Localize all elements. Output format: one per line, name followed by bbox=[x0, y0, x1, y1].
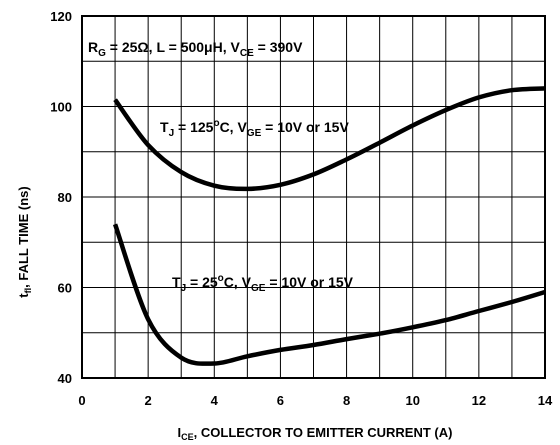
y-tick-label: 100 bbox=[50, 100, 72, 115]
y-tick-label: 40 bbox=[58, 371, 72, 386]
series-label-25c: TJ = 25oC, VGE = 10V or 15V bbox=[172, 273, 354, 294]
x-tick-label: 14 bbox=[538, 393, 553, 408]
x-tick-label: 8 bbox=[343, 393, 350, 408]
y-tick-labels: 40 60 80 100 120 bbox=[50, 9, 72, 386]
x-tick-label: 2 bbox=[145, 393, 152, 408]
x-tick-label: 0 bbox=[78, 393, 85, 408]
x-tick-labels: 0 2 4 6 8 10 12 14 bbox=[78, 393, 553, 408]
y-tick-label: 120 bbox=[50, 9, 72, 24]
y-axis-label: tfI, FALL TIME (ns) bbox=[16, 186, 33, 297]
x-tick-label: 10 bbox=[405, 393, 419, 408]
x-tick-label: 12 bbox=[472, 393, 486, 408]
series-label-125c: TJ = 125oC, VGE = 10V or 15V bbox=[160, 118, 349, 139]
series-curve-125c bbox=[113, 86, 546, 192]
grid-lines bbox=[82, 16, 545, 378]
x-tick-label: 6 bbox=[277, 393, 284, 408]
plot-frame bbox=[81, 15, 546, 379]
y-tick-label: 80 bbox=[58, 190, 72, 205]
series-curve-25c bbox=[112, 223, 546, 366]
x-tick-label: 4 bbox=[211, 393, 219, 408]
x-axis-label: ICE, COLLECTOR TO EMITTER CURRENT (A) bbox=[178, 425, 453, 442]
data-curves bbox=[112, 86, 546, 366]
conditions-label: RG = 25Ω, L = 500μH, VCE = 390V bbox=[88, 39, 303, 59]
y-tick-label: 60 bbox=[58, 281, 72, 296]
